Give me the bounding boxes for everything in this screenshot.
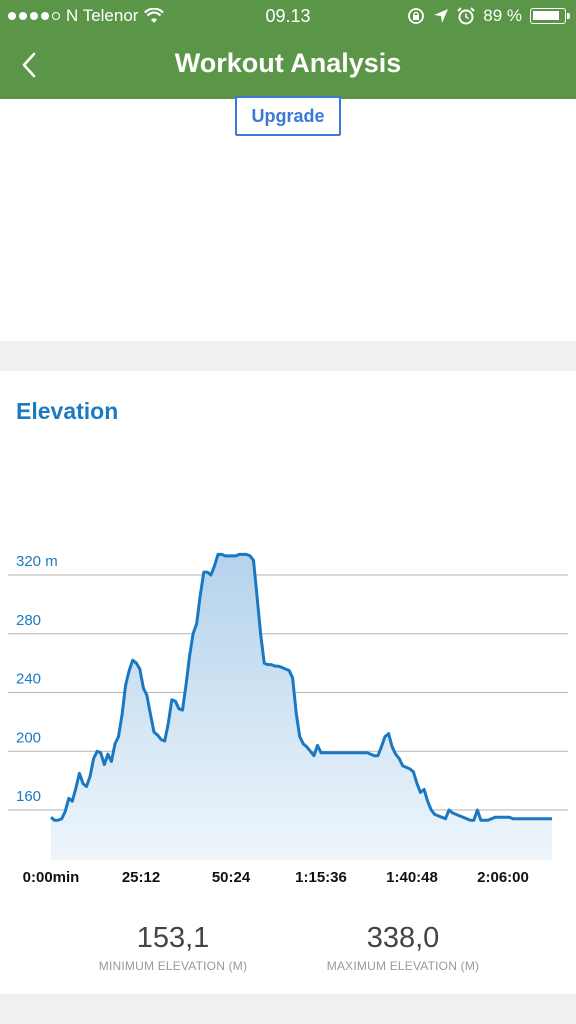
elevation-chart: 320 m 280 240 200 160 0:00min 25:12 50:24 1:15:… <box>8 552 568 886</box>
status-right: 89 % <box>407 6 570 26</box>
min-elevation-stat: 153,1 MINIMUM ELEVATION (M) <box>73 922 273 973</box>
x-tick-label: 0:00min <box>23 869 80 886</box>
battery-level <box>533 11 559 20</box>
elevation-title: Elevation <box>16 398 119 424</box>
min-elevation-label: MINIMUM ELEVATION (M) <box>98 959 248 973</box>
alarm-icon <box>457 7 475 25</box>
chevron-left-icon <box>22 52 36 78</box>
x-tick-label: 1:15:36 <box>295 869 347 886</box>
max-elevation-stat: 338,0 MAXIMUM ELEVATION (M) <box>303 922 503 973</box>
back-button[interactable] <box>14 46 50 86</box>
x-tick-label: 50:24 <box>212 869 251 886</box>
battery-percent: 89 % <box>483 6 522 25</box>
y-tick-label: 160 <box>16 788 41 805</box>
page-title: Workout Analysis <box>174 48 402 78</box>
rotation-lock-icon <box>408 8 425 24</box>
x-tick-label: 2:06:00 <box>477 869 529 886</box>
elevation-line <box>50 552 552 822</box>
wifi-icon <box>144 8 165 23</box>
status-bar: N Telenor 09.13 89 % <box>0 0 576 34</box>
elevation-area <box>51 554 552 860</box>
y-tick-label: 280 <box>16 612 41 629</box>
status-time: 09.13 <box>265 6 311 26</box>
x-tick-label: 25:12 <box>122 869 160 886</box>
upgrade-button[interactable]: Upgrade <box>235 96 341 136</box>
bottom-divider <box>0 994 576 1024</box>
nav-bar: Workout Analysis <box>0 34 576 99</box>
y-tick-label: 200 <box>16 729 41 746</box>
max-elevation-label: MAXIMUM ELEVATION (M) <box>326 959 480 973</box>
max-elevation-value: 338,0 <box>366 922 440 954</box>
carrier-name: N Telenor <box>66 6 139 25</box>
location-arrow-icon <box>434 9 449 23</box>
y-tick-label: 320 m <box>16 553 58 570</box>
y-tick-label: 240 <box>16 671 41 688</box>
app-header: N Telenor 09.13 89 % <box>0 0 576 99</box>
signal-strength-icon <box>8 12 60 20</box>
battery-icon <box>530 8 570 24</box>
x-tick-label: 1:40:48 <box>386 869 438 886</box>
section-divider <box>0 341 576 371</box>
min-elevation-value: 153,1 <box>136 922 210 954</box>
status-left: N Telenor <box>8 6 165 26</box>
